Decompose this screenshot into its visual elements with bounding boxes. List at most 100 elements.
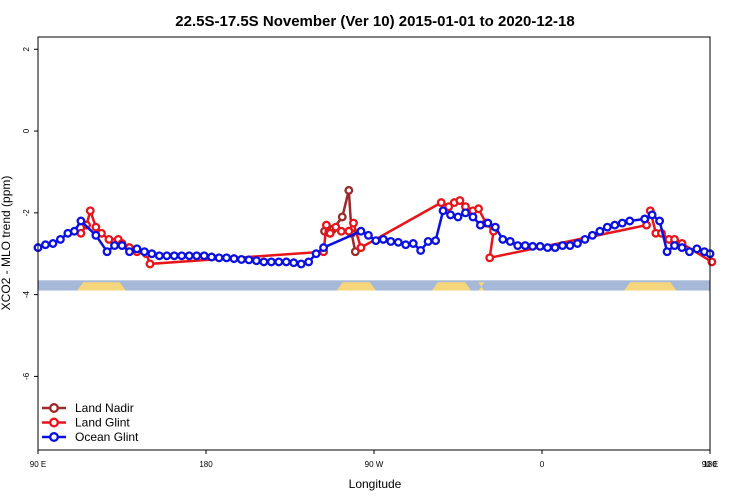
data-point xyxy=(266,257,276,267)
data-point xyxy=(169,251,179,261)
data-point xyxy=(41,240,50,250)
data-point xyxy=(110,241,119,250)
data-point xyxy=(349,218,358,228)
y-tick-label: -6 xyxy=(22,372,31,380)
data-point xyxy=(393,237,403,247)
data-point xyxy=(535,241,545,251)
data-point xyxy=(132,244,142,254)
y-tick-label: 0 xyxy=(22,128,31,133)
legend-label: Land Glint xyxy=(75,416,130,430)
y-tick-label: -2 xyxy=(22,209,31,217)
data-point xyxy=(177,251,187,261)
y-tick-label: -4 xyxy=(22,291,31,299)
data-point xyxy=(331,222,341,232)
data-point xyxy=(444,202,454,212)
data-point xyxy=(48,239,58,248)
data-point xyxy=(401,240,411,250)
data-point xyxy=(154,251,164,261)
data-point xyxy=(483,218,493,228)
data-point xyxy=(416,246,426,255)
data-point xyxy=(117,241,127,250)
data-point xyxy=(125,247,134,257)
data-point xyxy=(192,251,202,261)
data-point xyxy=(670,241,679,250)
land-segment xyxy=(431,282,472,291)
ocean-band xyxy=(38,280,710,291)
data-point xyxy=(139,247,149,257)
data-point xyxy=(565,241,575,250)
land-ocean-band xyxy=(38,280,710,291)
data-point xyxy=(485,253,495,263)
data-point xyxy=(513,241,523,250)
x-tick-label: 180 xyxy=(703,460,717,469)
data-point xyxy=(237,254,246,264)
y-tick-label: 2 xyxy=(22,46,31,51)
data-point xyxy=(55,234,65,244)
data-point xyxy=(344,226,354,236)
data-point xyxy=(147,249,157,259)
data-point xyxy=(655,216,665,226)
data-point xyxy=(662,247,672,257)
y-axis-label: XCO2 - MLO trend (ppm) xyxy=(0,176,13,311)
x-tick-label: 180 xyxy=(199,460,213,469)
data-point xyxy=(423,237,433,246)
legend-swatch-marker xyxy=(49,417,59,428)
data-point xyxy=(438,206,448,216)
data-point xyxy=(474,204,483,214)
land-segment xyxy=(478,282,485,291)
data-point xyxy=(337,212,347,222)
data-point xyxy=(677,243,687,253)
data-point xyxy=(595,226,605,236)
x-tick-label: 90 W xyxy=(365,460,384,469)
data-point xyxy=(498,234,508,244)
land-segment xyxy=(77,282,126,291)
data-point xyxy=(69,226,79,236)
data-point xyxy=(85,206,95,216)
data-point xyxy=(573,239,582,248)
data-point xyxy=(259,257,269,267)
data-point xyxy=(386,237,396,246)
data-point xyxy=(350,247,360,257)
data-point xyxy=(162,251,172,261)
data-point xyxy=(91,230,101,240)
data-point xyxy=(580,234,590,244)
data-point xyxy=(336,226,346,236)
data-point xyxy=(321,220,331,230)
data-point xyxy=(229,254,239,264)
data-point xyxy=(587,230,597,240)
y-axis: 2 0 -2 -4 -6 xyxy=(22,46,38,380)
data-point xyxy=(436,198,446,208)
data-point xyxy=(625,216,635,226)
x-axis-label: Longitude xyxy=(349,477,402,491)
data-point xyxy=(371,236,381,246)
data-point xyxy=(610,220,620,230)
data-point xyxy=(528,241,538,251)
x-tick-label: 90 E xyxy=(30,460,46,469)
data-point xyxy=(455,196,465,206)
legend-swatch-marker xyxy=(49,403,59,413)
data-point xyxy=(356,226,366,236)
data-point xyxy=(558,241,567,250)
data-point xyxy=(647,210,657,220)
data-point xyxy=(102,247,112,257)
data-point xyxy=(453,212,463,222)
data-point xyxy=(145,259,155,269)
data-point xyxy=(344,185,354,195)
x-tick-label: 90 E xyxy=(702,460,718,469)
data-point xyxy=(311,249,321,259)
data-point xyxy=(222,253,231,263)
data-point xyxy=(304,257,314,267)
data-point xyxy=(692,244,702,254)
legend-label: Land Nadir xyxy=(75,401,134,415)
data-point xyxy=(251,256,261,266)
data-point xyxy=(520,241,530,250)
data-point xyxy=(91,222,101,232)
data-point xyxy=(289,258,299,268)
chart-title: 22.5S-17.5S November (Ver 10) 2015-01-01… xyxy=(175,13,574,30)
data-point xyxy=(319,243,329,253)
data-point xyxy=(363,230,373,240)
data-point xyxy=(617,218,627,228)
